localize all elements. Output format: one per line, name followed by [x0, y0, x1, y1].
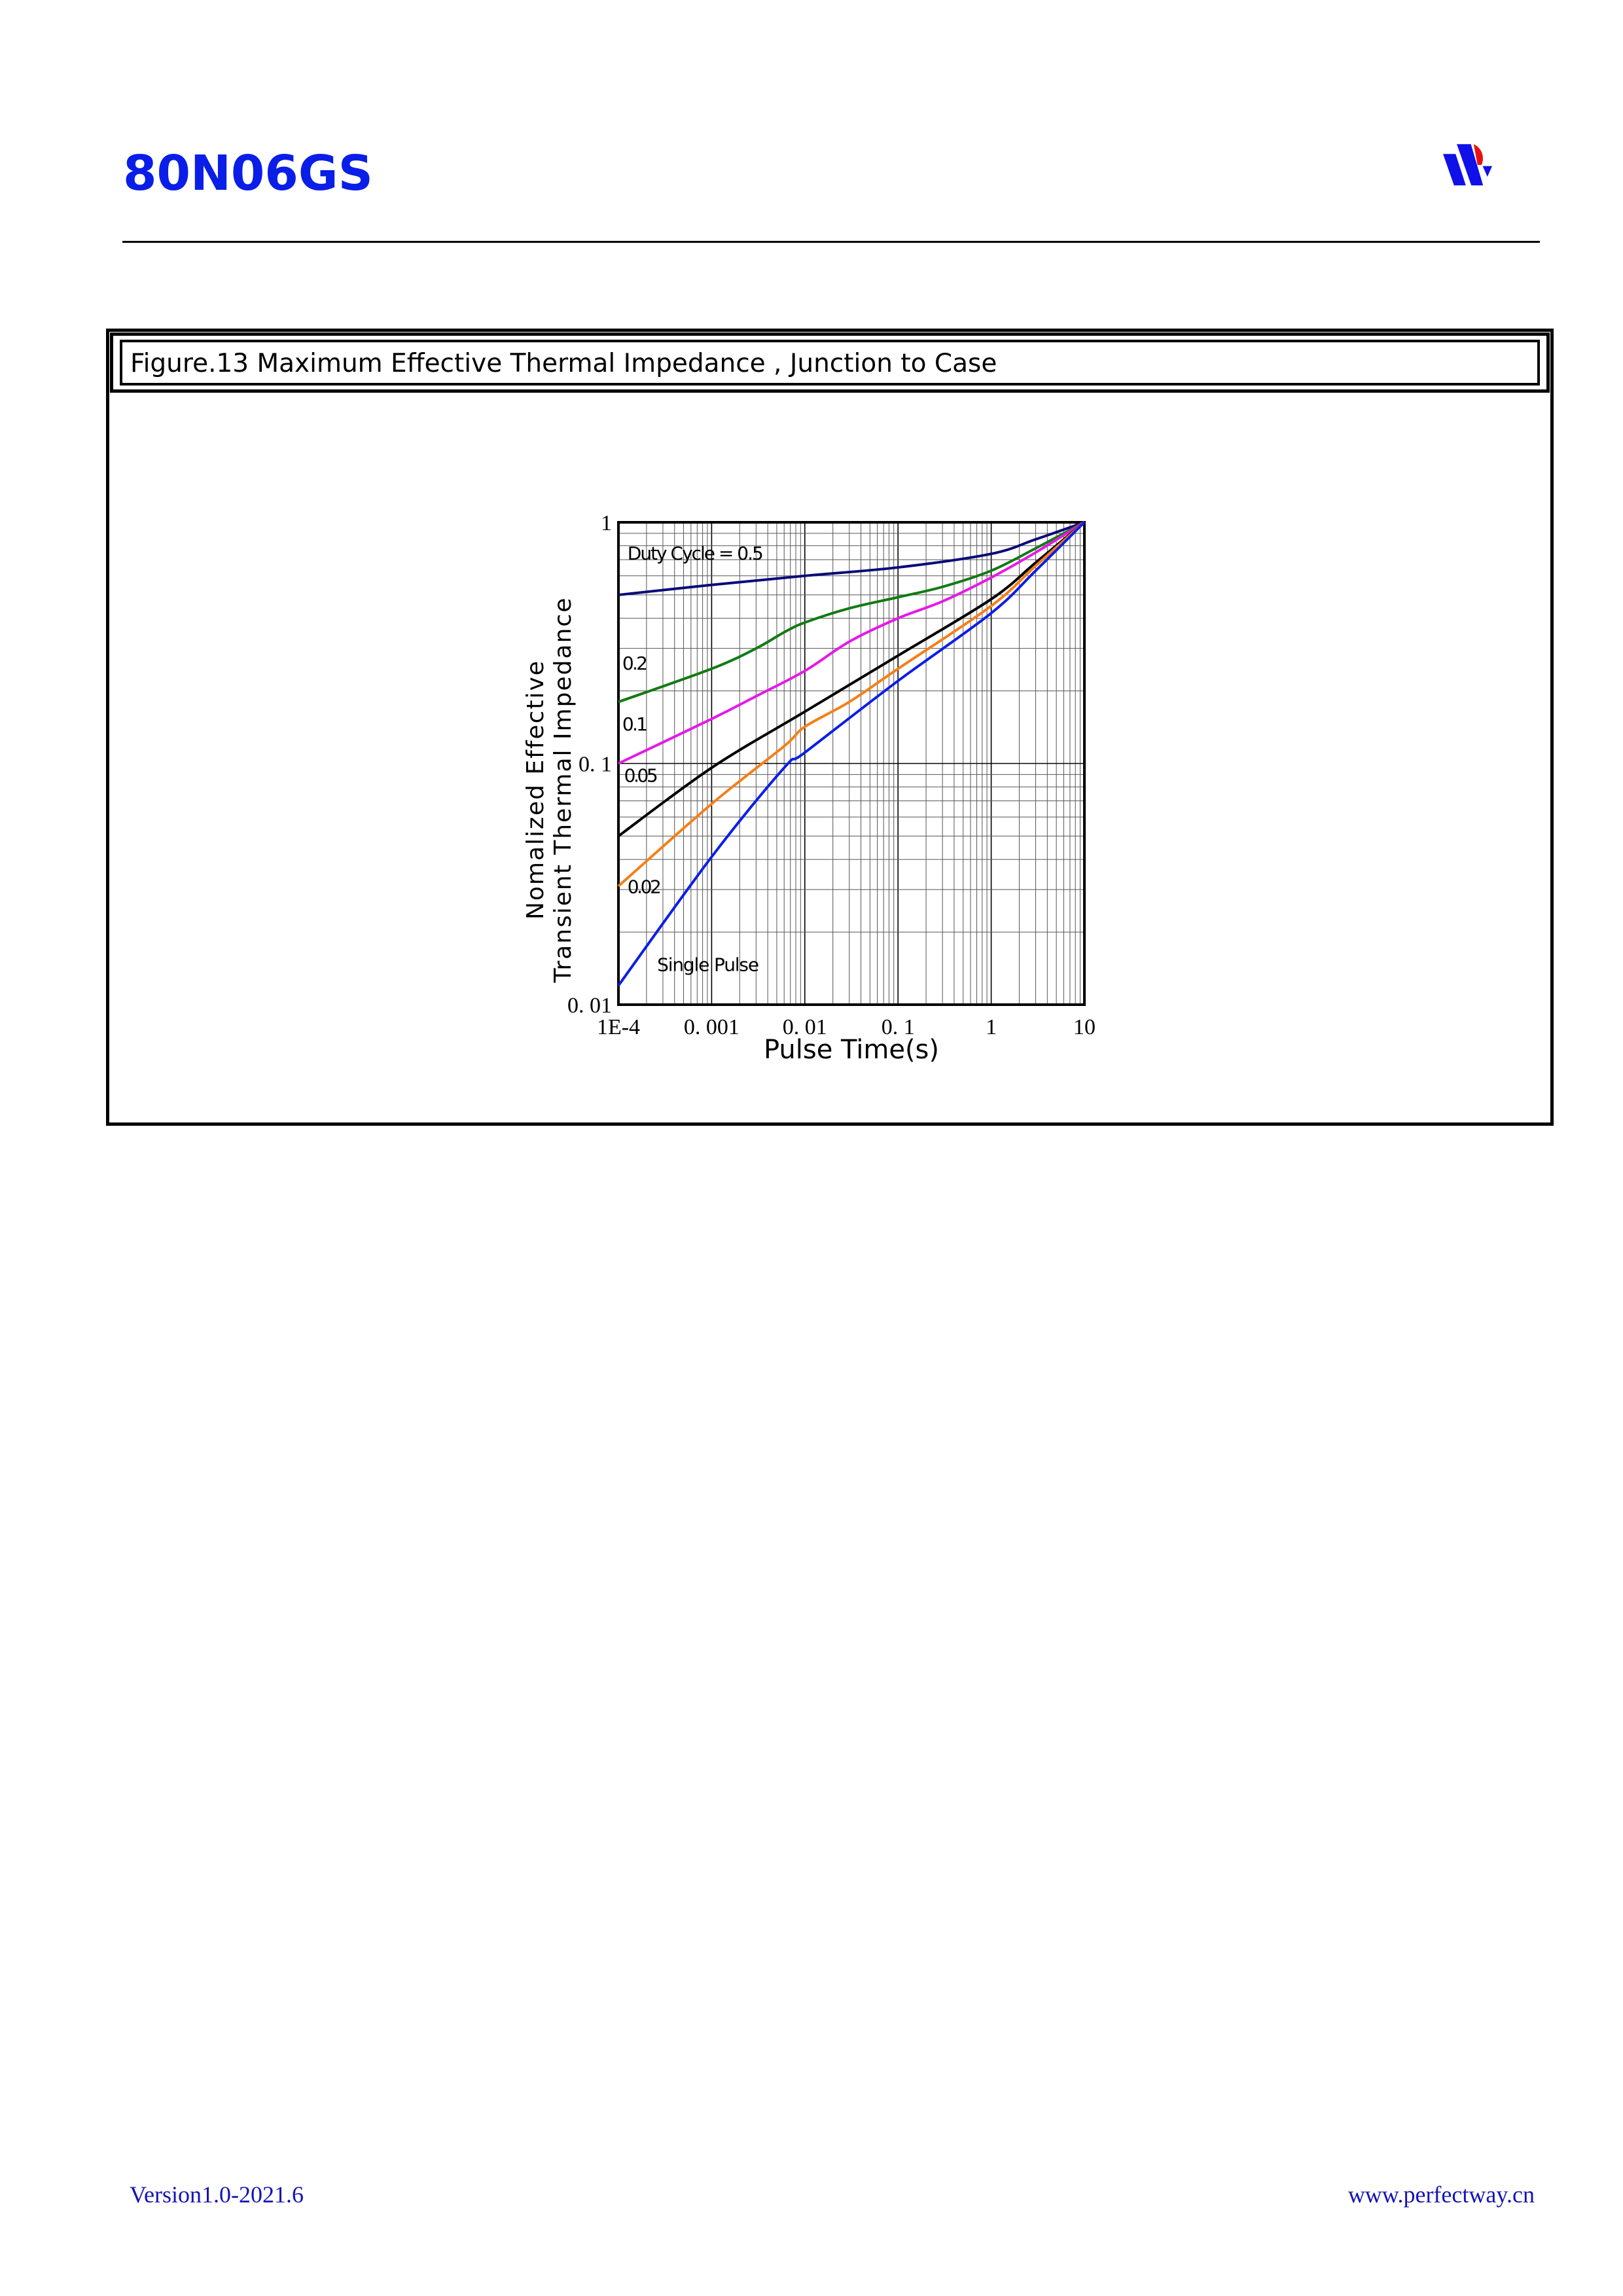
footer-website: www.perfectway.cn — [1347, 2181, 1535, 2208]
series-label: 0.1 — [622, 713, 648, 735]
y-tick-label: 0. 01 — [567, 994, 612, 1018]
thermal-impedance-chart: Duty Cycle = 0.5 0.2 0.1 0.05 0.02 Single Pul… — [522, 511, 1096, 1065]
y-tick-label: 0. 1 — [579, 753, 612, 777]
series-label: Single Pulse — [657, 954, 759, 975]
series-line-5 — [617, 521, 1086, 986]
x-tick-label: 0. 1 — [882, 1015, 915, 1039]
series-line-3 — [617, 521, 1086, 838]
x-tick-label: 10 — [1073, 1015, 1096, 1039]
series-line-0 — [618, 521, 1085, 596]
x-axis-label: Pulse Time(s) — [764, 1035, 939, 1065]
series-label: 0.2 — [622, 653, 648, 674]
figure-frame — [106, 329, 1554, 1126]
y-tick-label: 1 — [601, 511, 612, 535]
x-tick-label: 1E-4 — [597, 1015, 640, 1039]
figure-caption-box: Figure.13 Maximum Effective Thermal Impe… — [110, 332, 1550, 393]
x-tick-label: 1 — [986, 1015, 997, 1039]
series-label: 0.02 — [628, 876, 662, 898]
document-title: 80N06GS — [123, 145, 373, 202]
header-divider — [122, 241, 1540, 243]
series-line-4 — [617, 521, 1086, 888]
y-axis-label: Transient Thermal Impedance — [550, 597, 577, 984]
x-tick-label: 0. 01 — [783, 1015, 827, 1039]
footer-version: Version1.0-2021.6 — [130, 2181, 304, 2208]
series-line-2 — [618, 521, 1086, 765]
series-label: Duty Cycle = 0.5 — [628, 543, 764, 564]
company-logo — [1443, 144, 1492, 186]
figure-caption: Figure.13 Maximum Effective Thermal Impe… — [120, 340, 1540, 386]
series-line-1 — [618, 521, 1085, 704]
x-tick-label: 0. 001 — [684, 1015, 740, 1039]
y-axis-label: Nomalized Effective — [522, 660, 549, 920]
series-label: 0.05 — [624, 764, 658, 786]
